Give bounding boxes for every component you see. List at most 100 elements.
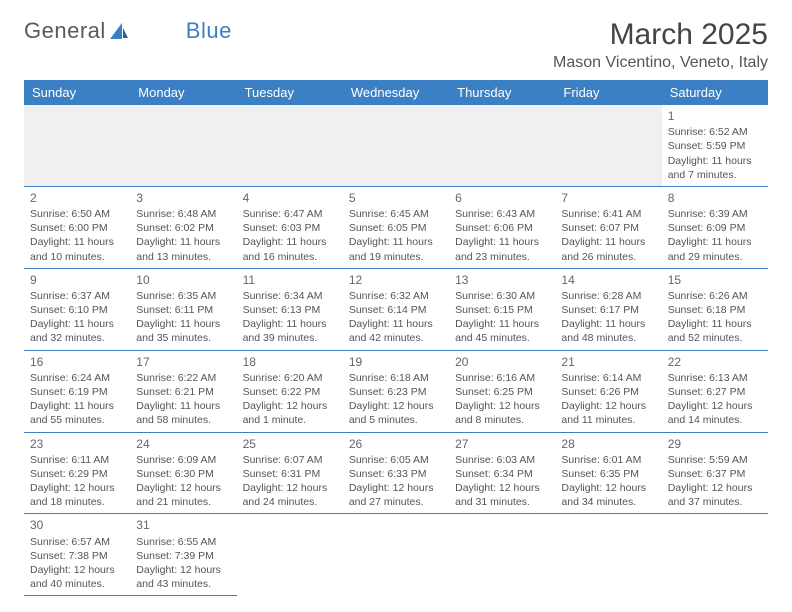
calendar-cell: 9Sunrise: 6:37 AMSunset: 6:10 PMDaylight… (24, 268, 130, 350)
day-number: 26 (349, 436, 443, 452)
daylight-line: Daylight: 12 hours and 37 minutes. (668, 481, 762, 509)
day-number: 6 (455, 190, 549, 206)
sunset-line: Sunset: 6:21 PM (136, 385, 230, 399)
sunrise-line: Sunrise: 6:13 AM (668, 371, 762, 385)
calendar-week-row: 23Sunrise: 6:11 AMSunset: 6:29 PMDayligh… (24, 432, 768, 514)
sunset-line: Sunset: 6:33 PM (349, 467, 443, 481)
sunrise-line: Sunrise: 6:45 AM (349, 207, 443, 221)
sunrise-line: Sunrise: 6:16 AM (455, 371, 549, 385)
daylight-line: Daylight: 12 hours and 18 minutes. (30, 481, 124, 509)
calendar-cell (24, 105, 130, 186)
calendar-cell: 5Sunrise: 6:45 AMSunset: 6:05 PMDaylight… (343, 186, 449, 268)
calendar-cell: 28Sunrise: 6:01 AMSunset: 6:35 PMDayligh… (555, 432, 661, 514)
sunrise-line: Sunrise: 6:39 AM (668, 207, 762, 221)
day-number: 18 (243, 354, 337, 370)
sunrise-line: Sunrise: 6:22 AM (136, 371, 230, 385)
calendar-week-row: 16Sunrise: 6:24 AMSunset: 6:19 PMDayligh… (24, 350, 768, 432)
page-header: General Blue March 2025 Mason Vicentino,… (24, 18, 768, 72)
sunset-line: Sunset: 6:17 PM (561, 303, 655, 317)
header-wednesday: Wednesday (343, 80, 449, 105)
calendar-cell (343, 514, 449, 596)
day-number: 22 (668, 354, 762, 370)
sunset-line: Sunset: 6:22 PM (243, 385, 337, 399)
sunrise-line: Sunrise: 6:14 AM (561, 371, 655, 385)
daylight-line: Daylight: 12 hours and 21 minutes. (136, 481, 230, 509)
daylight-line: Daylight: 12 hours and 43 minutes. (136, 563, 230, 591)
sunrise-line: Sunrise: 6:05 AM (349, 453, 443, 467)
day-number: 1 (668, 108, 762, 124)
logo: General Blue (24, 18, 232, 44)
sunrise-line: Sunrise: 6:11 AM (30, 453, 124, 467)
header-monday: Monday (130, 80, 236, 105)
calendar-cell: 23Sunrise: 6:11 AMSunset: 6:29 PMDayligh… (24, 432, 130, 514)
day-number: 9 (30, 272, 124, 288)
daylight-line: Daylight: 11 hours and 58 minutes. (136, 399, 230, 427)
daylight-line: Daylight: 11 hours and 45 minutes. (455, 317, 549, 345)
daylight-line: Daylight: 11 hours and 26 minutes. (561, 235, 655, 263)
calendar-cell: 15Sunrise: 6:26 AMSunset: 6:18 PMDayligh… (662, 268, 768, 350)
day-number: 21 (561, 354, 655, 370)
daylight-line: Daylight: 12 hours and 5 minutes. (349, 399, 443, 427)
daylight-line: Daylight: 11 hours and 32 minutes. (30, 317, 124, 345)
daylight-line: Daylight: 11 hours and 16 minutes. (243, 235, 337, 263)
calendar-cell (449, 105, 555, 186)
daylight-line: Daylight: 12 hours and 27 minutes. (349, 481, 443, 509)
daylight-line: Daylight: 11 hours and 19 minutes. (349, 235, 443, 263)
calendar-cell (130, 105, 236, 186)
sunset-line: Sunset: 6:19 PM (30, 385, 124, 399)
header-tuesday: Tuesday (237, 80, 343, 105)
sunrise-line: Sunrise: 6:34 AM (243, 289, 337, 303)
sunrise-line: Sunrise: 6:35 AM (136, 289, 230, 303)
day-number: 19 (349, 354, 443, 370)
day-header-row: Sunday Monday Tuesday Wednesday Thursday… (24, 80, 768, 105)
daylight-line: Daylight: 12 hours and 40 minutes. (30, 563, 124, 591)
calendar-week-row: 2Sunrise: 6:50 AMSunset: 6:00 PMDaylight… (24, 186, 768, 268)
sunrise-line: Sunrise: 6:52 AM (668, 125, 762, 139)
sunrise-line: Sunrise: 6:24 AM (30, 371, 124, 385)
daylight-line: Daylight: 12 hours and 31 minutes. (455, 481, 549, 509)
sunrise-line: Sunrise: 6:48 AM (136, 207, 230, 221)
sunrise-line: Sunrise: 5:59 AM (668, 453, 762, 467)
sunset-line: Sunset: 6:02 PM (136, 221, 230, 235)
daylight-line: Daylight: 12 hours and 11 minutes. (561, 399, 655, 427)
sunrise-line: Sunrise: 6:43 AM (455, 207, 549, 221)
day-number: 13 (455, 272, 549, 288)
day-number: 4 (243, 190, 337, 206)
day-number: 12 (349, 272, 443, 288)
sunrise-line: Sunrise: 6:37 AM (30, 289, 124, 303)
sunrise-line: Sunrise: 6:32 AM (349, 289, 443, 303)
calendar-cell: 14Sunrise: 6:28 AMSunset: 6:17 PMDayligh… (555, 268, 661, 350)
calendar-cell: 31Sunrise: 6:55 AMSunset: 7:39 PMDayligh… (130, 514, 236, 596)
logo-text-part1: General (24, 18, 106, 44)
sunrise-line: Sunrise: 6:55 AM (136, 535, 230, 549)
sunrise-line: Sunrise: 6:03 AM (455, 453, 549, 467)
day-number: 2 (30, 190, 124, 206)
calendar-cell: 19Sunrise: 6:18 AMSunset: 6:23 PMDayligh… (343, 350, 449, 432)
day-number: 5 (349, 190, 443, 206)
calendar-cell: 16Sunrise: 6:24 AMSunset: 6:19 PMDayligh… (24, 350, 130, 432)
calendar-cell (662, 514, 768, 596)
calendar-cell: 24Sunrise: 6:09 AMSunset: 6:30 PMDayligh… (130, 432, 236, 514)
day-number: 7 (561, 190, 655, 206)
day-number: 27 (455, 436, 549, 452)
calendar-cell (237, 514, 343, 596)
sunset-line: Sunset: 6:23 PM (349, 385, 443, 399)
sunset-line: Sunset: 6:05 PM (349, 221, 443, 235)
sunset-line: Sunset: 6:37 PM (668, 467, 762, 481)
daylight-line: Daylight: 11 hours and 55 minutes. (30, 399, 124, 427)
sunrise-line: Sunrise: 6:28 AM (561, 289, 655, 303)
daylight-line: Daylight: 11 hours and 29 minutes. (668, 235, 762, 263)
calendar-cell: 18Sunrise: 6:20 AMSunset: 6:22 PMDayligh… (237, 350, 343, 432)
day-number: 15 (668, 272, 762, 288)
sunset-line: Sunset: 6:07 PM (561, 221, 655, 235)
location: Mason Vicentino, Veneto, Italy (553, 54, 768, 72)
daylight-line: Daylight: 12 hours and 8 minutes. (455, 399, 549, 427)
daylight-line: Daylight: 11 hours and 35 minutes. (136, 317, 230, 345)
header-sunday: Sunday (24, 80, 130, 105)
calendar-cell (237, 105, 343, 186)
calendar-week-row: 9Sunrise: 6:37 AMSunset: 6:10 PMDaylight… (24, 268, 768, 350)
sunset-line: Sunset: 6:03 PM (243, 221, 337, 235)
sunrise-line: Sunrise: 6:57 AM (30, 535, 124, 549)
daylight-line: Daylight: 12 hours and 14 minutes. (668, 399, 762, 427)
sunrise-line: Sunrise: 6:07 AM (243, 453, 337, 467)
